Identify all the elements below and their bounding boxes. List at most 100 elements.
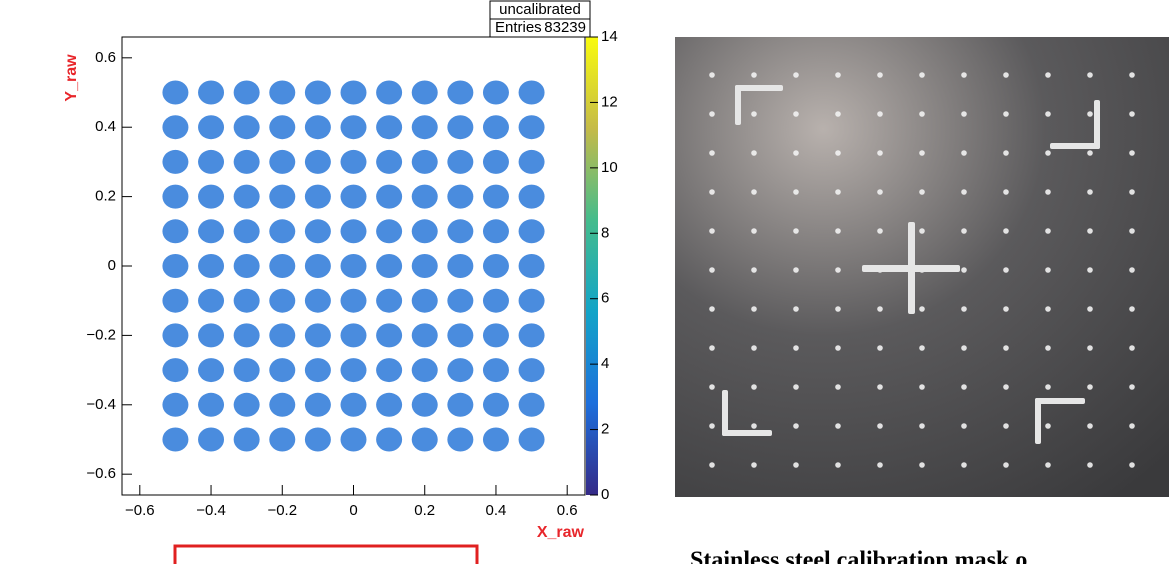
mask-hole	[877, 384, 883, 390]
cluster	[340, 392, 367, 417]
mask-hole	[877, 306, 883, 312]
cluster	[376, 149, 403, 174]
mask-slot	[722, 430, 772, 436]
cluster	[411, 80, 438, 105]
mask-hole	[793, 462, 799, 468]
mask-hole	[1003, 345, 1009, 351]
cluster	[269, 323, 296, 348]
cluster	[376, 80, 403, 105]
cluster	[376, 254, 403, 278]
mask-hole	[709, 345, 715, 351]
cluster	[482, 184, 509, 209]
cluster	[376, 184, 403, 209]
mask-hole	[751, 345, 757, 351]
mask-slot	[1050, 143, 1100, 149]
color-bar	[586, 37, 598, 495]
cluster	[198, 358, 225, 383]
mask-hole	[919, 111, 925, 117]
mask-slot	[908, 222, 915, 314]
cluster	[447, 392, 474, 417]
cluster	[411, 427, 438, 452]
mask-hole	[877, 345, 883, 351]
x-tick-label: 0.4	[486, 502, 507, 519]
cluster	[269, 219, 296, 244]
mask-hole	[1003, 306, 1009, 312]
cluster	[269, 358, 296, 383]
mask-hole	[961, 267, 967, 273]
mask-hole	[1003, 111, 1009, 117]
mask-hole	[1087, 423, 1093, 429]
cluster	[198, 115, 225, 140]
mask-hole	[919, 228, 925, 234]
cluster	[447, 219, 474, 244]
mask-hole	[835, 189, 841, 195]
mask-hole	[709, 228, 715, 234]
cluster	[376, 358, 403, 383]
mask-hole	[1087, 228, 1093, 234]
mask-hole	[1045, 111, 1051, 117]
cluster	[411, 149, 438, 174]
cluster	[411, 392, 438, 417]
mask-hole	[709, 150, 715, 156]
mask-hole	[835, 72, 841, 78]
mask-hole	[1087, 345, 1093, 351]
cluster	[518, 149, 545, 174]
mask-hole	[1003, 423, 1009, 429]
cluster	[411, 115, 438, 140]
cluster	[162, 184, 189, 209]
x-tick-label: −0.2	[267, 502, 297, 519]
mask-hole	[1045, 228, 1051, 234]
cluster	[340, 254, 367, 278]
cluster	[482, 254, 509, 278]
cluster	[447, 254, 474, 278]
mask-hole	[1003, 189, 1009, 195]
mask-hole	[793, 111, 799, 117]
cluster	[411, 288, 438, 313]
mask-slot	[1035, 398, 1085, 404]
mask-hole	[1003, 267, 1009, 273]
mask-hole	[961, 345, 967, 351]
mask-hole	[793, 72, 799, 78]
cluster	[198, 392, 225, 417]
mask-hole	[835, 345, 841, 351]
mask-hole	[709, 189, 715, 195]
cluster	[447, 323, 474, 348]
mask-hole	[709, 384, 715, 390]
cluster	[482, 115, 509, 140]
mask-hole	[919, 384, 925, 390]
mask-hole	[1003, 462, 1009, 468]
mask-hole	[877, 150, 883, 156]
mask-hole	[751, 384, 757, 390]
mask-slot	[1035, 398, 1041, 444]
cluster	[162, 149, 189, 174]
cluster	[376, 288, 403, 313]
cluster	[447, 184, 474, 209]
cluster	[162, 288, 189, 313]
cluster	[482, 219, 509, 244]
mask-hole	[835, 423, 841, 429]
mask-hole	[1087, 189, 1093, 195]
mask-hole	[835, 462, 841, 468]
cluster	[162, 427, 189, 452]
cluster	[304, 115, 331, 140]
cluster	[162, 115, 189, 140]
mask-hole	[751, 189, 757, 195]
x-axis-title: X_raw	[537, 524, 585, 541]
mask-hole	[1003, 384, 1009, 390]
cluster	[482, 323, 509, 348]
cluster	[518, 288, 545, 313]
cluster	[269, 427, 296, 452]
stats-title: uncalibrated	[499, 1, 581, 18]
cluster	[162, 358, 189, 383]
mask-hole	[1045, 150, 1051, 156]
cluster	[304, 184, 331, 209]
mask-hole	[1129, 345, 1135, 351]
mask-hole	[709, 111, 715, 117]
cluster	[411, 323, 438, 348]
cluster	[447, 427, 474, 452]
mask-hole	[751, 267, 757, 273]
cluster	[447, 358, 474, 383]
mask-hole	[1003, 72, 1009, 78]
mask-hole	[709, 423, 715, 429]
cluster	[198, 427, 225, 452]
